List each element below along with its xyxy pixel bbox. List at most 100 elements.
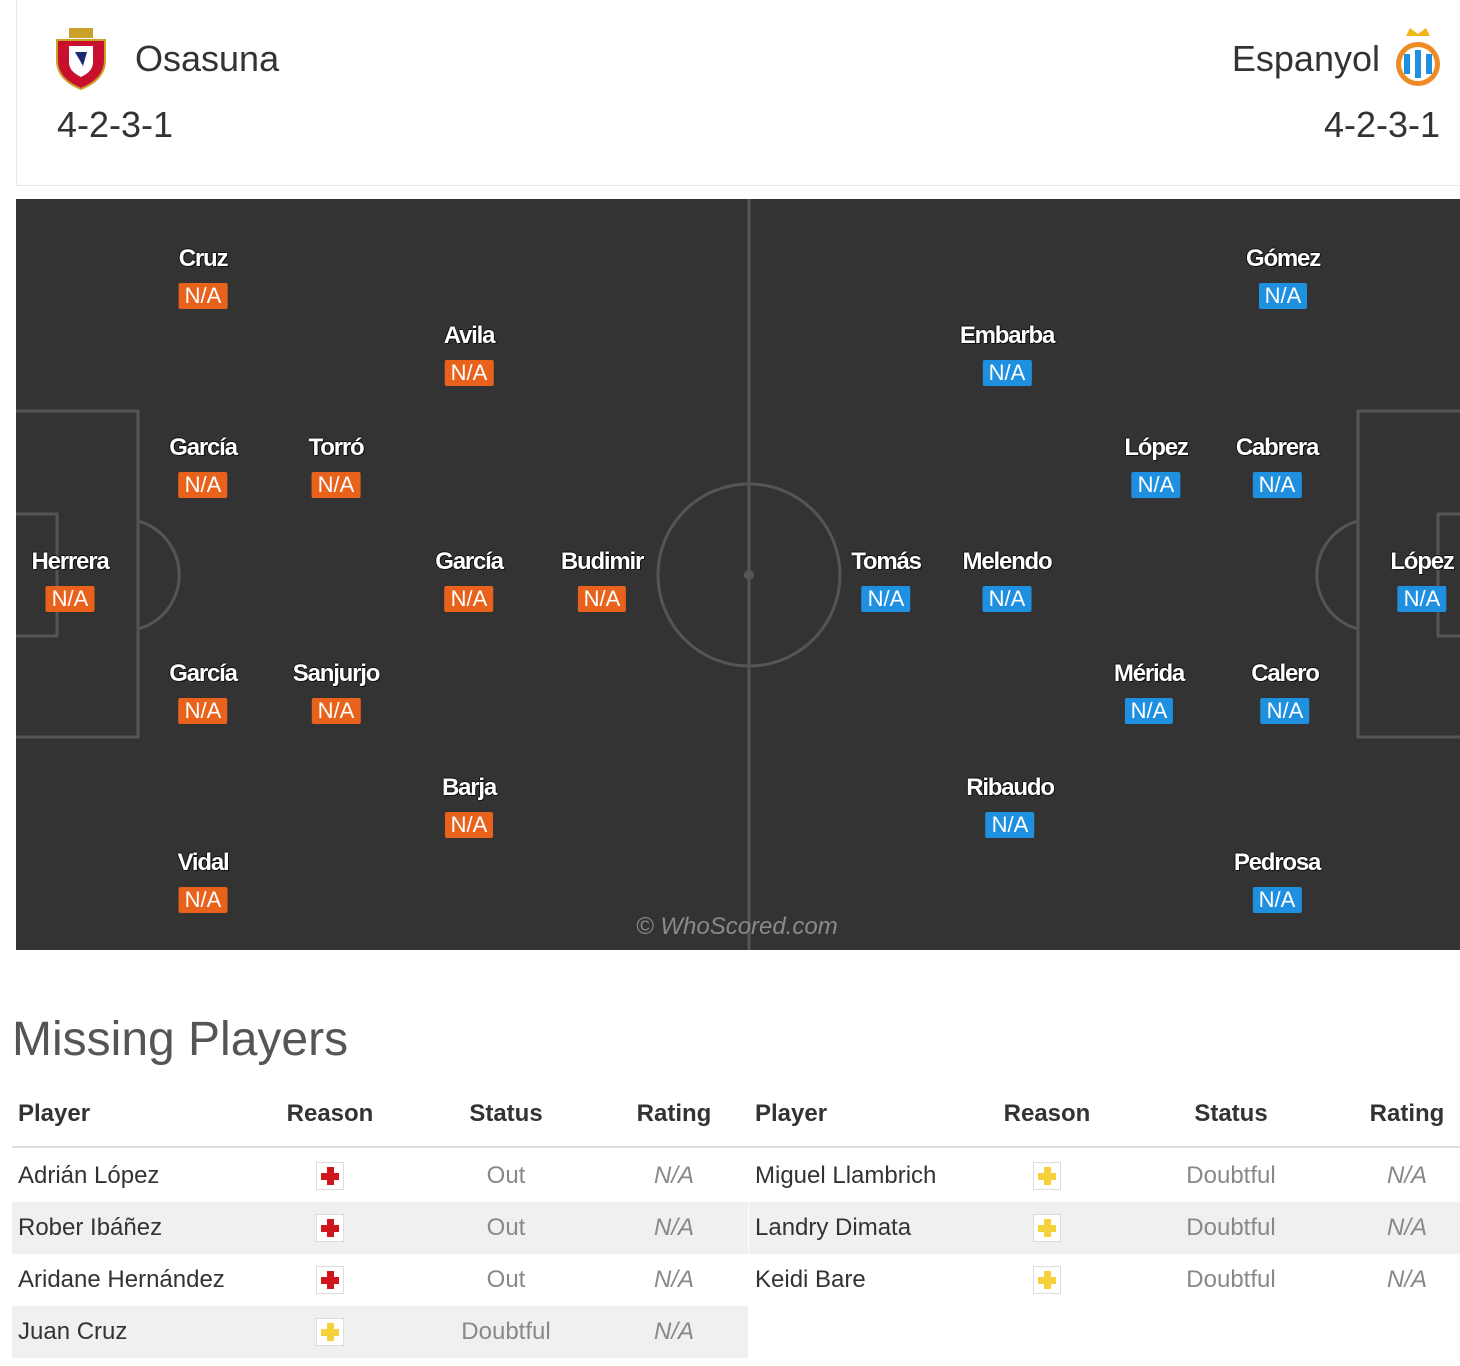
away-player[interactable]: López N/A	[1390, 548, 1455, 612]
player-name-link[interactable]: Aridane Hernández	[18, 1266, 225, 1293]
doubtful-cross-icon	[1033, 1214, 1061, 1242]
away-player[interactable]: Ribaudo N/A	[966, 774, 1055, 838]
header-rating[interactable]: Rating	[636, 1100, 712, 1127]
player-name: Embarba	[959, 322, 1056, 349]
status-text: Doubtful	[1186, 1214, 1276, 1241]
home-player[interactable]: Barja N/A	[441, 774, 497, 838]
away-player[interactable]: Mérida N/A	[1113, 660, 1185, 724]
match-header: Osasuna 4-2-3-1 Espanyol 4-2-3-1	[16, 0, 1460, 186]
header-reason[interactable]: Reason	[1003, 1100, 1091, 1127]
player-name: Tomás	[851, 548, 922, 575]
rating-text: N/A	[1386, 1162, 1428, 1189]
rating-text: N/A	[1386, 1214, 1428, 1241]
player-name: Avila	[443, 322, 496, 349]
status-text: Doubtful	[461, 1318, 551, 1345]
espanyol-crest-icon	[1396, 28, 1440, 86]
away-player[interactable]: Cabrera N/A	[1236, 434, 1319, 498]
player-name: Cruz	[178, 245, 229, 272]
header-reason[interactable]: Reason	[286, 1100, 374, 1127]
away-player[interactable]: Embarba N/A	[959, 322, 1056, 386]
player-name-link[interactable]: Keidi Bare	[755, 1266, 866, 1293]
home-player[interactable]: Cruz N/A	[178, 245, 229, 309]
player-name: García	[169, 434, 238, 461]
player-rating-badge: N/A	[1258, 283, 1308, 309]
injury-cross-icon	[316, 1214, 344, 1242]
injury-cross-icon	[316, 1266, 344, 1294]
status-text: Out	[486, 1162, 526, 1189]
away-team-name[interactable]: Espanyol	[1231, 38, 1380, 79]
player-name: Gómez	[1245, 245, 1321, 272]
player-name: Mérida	[1113, 660, 1185, 687]
player-name: Herrera	[31, 548, 110, 575]
player-name-link[interactable]: Juan Cruz	[18, 1318, 128, 1345]
player-rating-badge: N/A	[178, 887, 228, 913]
rating-text: N/A	[653, 1318, 695, 1345]
player-rating-badge: N/A	[861, 586, 911, 612]
player-name-link[interactable]: Landry Dimata	[755, 1214, 912, 1241]
status-text: Out	[486, 1266, 526, 1293]
home-player[interactable]: Herrera N/A	[31, 548, 110, 612]
pitch-lines	[16, 199, 1460, 950]
table-row[interactable]: Landry Dimata Doubtful N/A	[749, 1202, 1460, 1254]
player-rating-badge: N/A	[178, 698, 228, 724]
rating-text: N/A	[653, 1266, 695, 1293]
player-rating-badge: N/A	[1131, 472, 1181, 498]
home-player[interactable]: Sanjurjo N/A	[292, 660, 381, 724]
home-player[interactable]: Avila N/A	[443, 322, 496, 386]
header-status[interactable]: Status	[469, 1100, 543, 1127]
rating-text: N/A	[653, 1162, 695, 1189]
player-rating-badge: N/A	[1252, 472, 1302, 498]
injury-cross-icon	[316, 1162, 344, 1190]
away-player[interactable]: Pedrosa N/A	[1234, 849, 1321, 913]
home-player[interactable]: Vidal N/A	[177, 849, 230, 913]
player-rating-badge: N/A	[1124, 698, 1174, 724]
home-team-name[interactable]: Osasuna	[135, 38, 280, 79]
home-player[interactable]: García N/A	[435, 548, 504, 612]
home-formation: 4-2-3-1	[57, 104, 174, 145]
header-player[interactable]: Player	[18, 1100, 91, 1127]
table-row[interactable]: Juan Cruz Doubtful N/A	[12, 1306, 748, 1358]
player-name-link[interactable]: Adrián López	[18, 1162, 160, 1189]
player-name-link[interactable]: Rober Ibáñez	[18, 1214, 163, 1241]
status-text: Doubtful	[1186, 1266, 1276, 1293]
home-missing-table: Player Reason Status Rating Adrián López…	[12, 1090, 748, 1366]
away-player[interactable]: Melendo N/A	[962, 548, 1053, 612]
home-player[interactable]: García N/A	[169, 660, 238, 724]
away-player[interactable]: López N/A	[1124, 434, 1189, 498]
home-player[interactable]: García N/A	[169, 434, 238, 498]
home-player[interactable]: Torró N/A	[309, 434, 365, 498]
player-name: Ribaudo	[966, 774, 1055, 801]
player-name: Sanjurjo	[292, 660, 381, 687]
header-rating[interactable]: Rating	[1369, 1100, 1445, 1127]
player-name: Budimir	[560, 548, 644, 575]
player-rating-badge: N/A	[311, 472, 361, 498]
away-player[interactable]: Gómez N/A	[1245, 245, 1321, 309]
player-rating-badge: N/A	[311, 698, 361, 724]
player-rating-badge: N/A	[444, 586, 494, 612]
player-name-link[interactable]: Miguel Llambrich	[755, 1162, 937, 1189]
header-player[interactable]: Player	[755, 1100, 828, 1127]
table-row[interactable]: Keidi Bare Doubtful N/A	[749, 1254, 1460, 1306]
player-name: Barja	[441, 774, 497, 801]
home-player[interactable]: Budimir N/A	[560, 548, 644, 612]
player-name: López	[1124, 434, 1189, 461]
doubtful-cross-icon	[1033, 1162, 1061, 1190]
player-rating-badge: N/A	[982, 360, 1032, 386]
away-player[interactable]: Calero N/A	[1251, 660, 1320, 724]
missing-players-title: Missing Players	[12, 1013, 349, 1066]
player-name: Vidal	[177, 849, 230, 876]
header-status[interactable]: Status	[1194, 1100, 1268, 1127]
player-rating-badge: N/A	[1252, 887, 1302, 913]
osasuna-crest-icon	[56, 28, 106, 90]
status-text: Doubtful	[1186, 1162, 1276, 1189]
table-row[interactable]: Miguel Llambrich Doubtful N/A	[749, 1150, 1460, 1202]
table-row[interactable]: Adrián López Out N/A	[12, 1150, 748, 1202]
player-rating-badge: N/A	[577, 586, 627, 612]
player-rating-badge: N/A	[1260, 698, 1310, 724]
doubtful-cross-icon	[1033, 1266, 1061, 1294]
rating-text: N/A	[653, 1214, 695, 1241]
away-player[interactable]: Tomás N/A	[851, 548, 922, 612]
table-row[interactable]: Rober Ibáñez Out N/A	[12, 1202, 748, 1254]
player-name: Melendo	[962, 548, 1053, 575]
table-row[interactable]: Aridane Hernández Out N/A	[12, 1254, 748, 1306]
